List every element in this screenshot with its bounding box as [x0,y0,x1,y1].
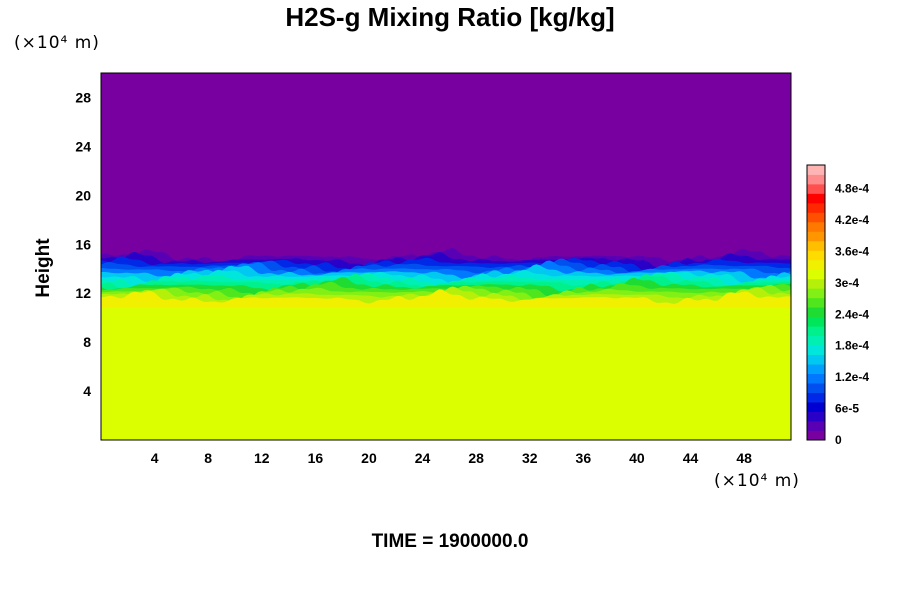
y-tick-label: 24 [75,138,91,154]
colorbar-swatch [807,335,825,346]
x-tick-label: 4 [151,450,159,466]
y-tick-label: 28 [75,89,91,105]
colorbar-swatch [807,326,825,337]
colorbar-swatch [807,345,825,356]
colorbar-swatch [807,183,825,194]
colorbar-tick-label: 1.2e-4 [835,370,869,384]
colorbar-frame [806,164,826,441]
x-tick-label: 32 [522,450,538,466]
colorbar-tick-label: 0 [835,433,842,447]
colorbar-swatch [807,240,825,251]
colorbar-tick-label: 2.4e-4 [835,307,869,321]
y-axis-unit: (×10⁴ m) [14,33,100,53]
x-axis: 4 8 12 16 20 24 28 32 36 40 44 48 [151,450,752,466]
colorbar-swatch [807,383,825,393]
x-tick-label: 20 [361,450,377,466]
colorbar-tick-label: 4.2e-4 [835,213,869,227]
colorbar-swatch [807,411,825,422]
x-tick-label: 12 [254,450,270,466]
colorbar-swatch [807,373,825,384]
plot-frame [100,72,792,441]
time-label: TIME = 1900000.0 [371,531,529,552]
colorbar-swatch [807,202,825,213]
colorbar-swatch [807,269,825,280]
colorbar-swatch [807,288,825,299]
colorbar-swatch [807,212,825,223]
x-tick-label: 24 [415,450,431,466]
colorbar-swatch [807,354,825,365]
x-tick-label: 16 [308,450,324,466]
colorbar-swatch [807,430,825,441]
colorbar-tick-label: 4.8e-4 [835,182,869,196]
y-tick-label: 4 [83,383,91,399]
y-axis: 4 8 12 16 20 24 28 [75,89,91,399]
lower-layer-fill [101,307,791,440]
chart-title: H2S-g Mixing Ratio [kg/kg] [285,2,615,32]
x-tick-label: 40 [629,450,645,466]
x-tick-label: 28 [468,450,484,466]
x-tick-label: 44 [683,450,699,466]
x-axis-unit: (×10⁴ m) [714,471,800,491]
y-tick-label: 20 [75,187,91,203]
colorbar-swatch [807,259,825,270]
y-tick-label: 12 [75,285,91,301]
colorbar-tick-label: 6e-5 [835,402,859,416]
colorbar-swatch [807,402,825,412]
colorbar-swatch [807,174,825,185]
colorbar-swatch [807,165,825,175]
colorbar-swatch [807,231,825,242]
colorbar-swatch [807,278,825,289]
colorbar-tick-label: 1.8e-4 [835,339,869,353]
colorbar-swatch [807,392,825,403]
y-tick-label: 8 [83,334,91,350]
y-tick-label: 16 [75,236,91,252]
colorbar-swatch [807,364,825,375]
colorbar-swatch [807,193,825,204]
colorbar-swatch [807,250,825,261]
colorbar: 0 6e-5 1.2e-4 1.8e-4 2.4e-4 3e-4 3.6e-4 4.2e-4 4… [806,164,869,447]
colorbar-swatch [807,316,825,327]
colorbar-swatch [807,307,825,318]
x-tick-label: 8 [204,450,212,466]
colorbar-swatch [807,221,825,232]
colorbar-swatch [807,297,825,308]
colorbar-tick-label: 3.6e-4 [835,244,869,258]
plot-area [101,73,791,440]
x-tick-label: 36 [576,450,592,466]
x-tick-label: 48 [736,450,752,466]
colorbar-swatch [807,421,825,431]
colorbar-tick-label: 3e-4 [835,276,859,290]
